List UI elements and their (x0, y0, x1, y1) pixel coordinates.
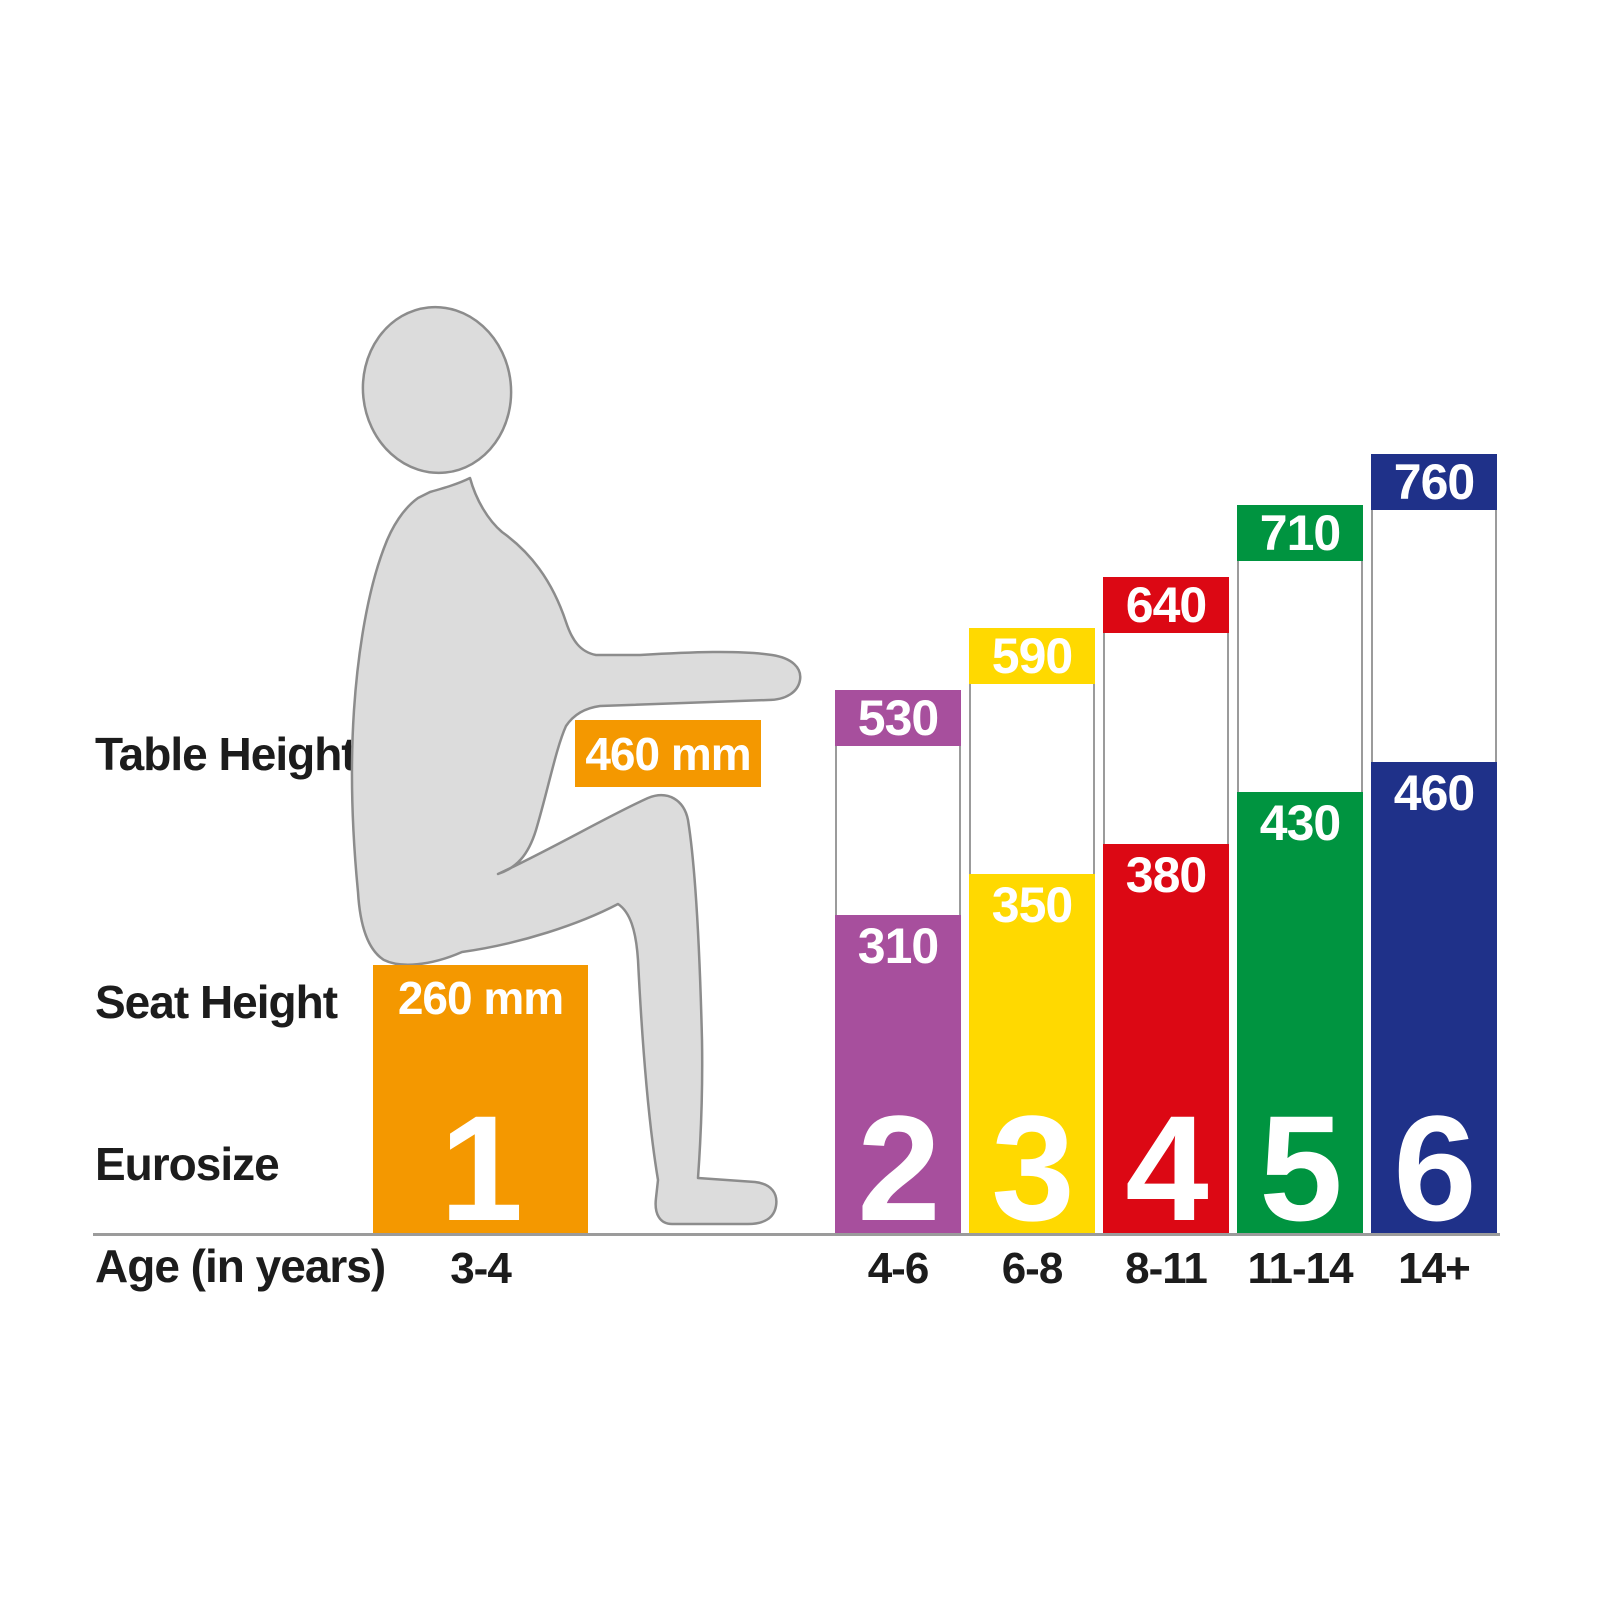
age-value: 14+ (1398, 1244, 1471, 1293)
eurosize-bar-2: 530 310 2 (835, 690, 961, 1252)
seat-height-value: 430 (1259, 795, 1341, 851)
age-value-size1: 3-4 (450, 1244, 512, 1293)
seat-height-block: 460 6 (1371, 762, 1497, 1252)
seat-height-block: 430 5 (1237, 792, 1363, 1252)
seat-height-value: 460 (1393, 765, 1475, 821)
table-height-value: 760 (1393, 454, 1475, 510)
eurosize-number: 5 (1259, 1084, 1342, 1252)
person-head (361, 305, 513, 475)
age-value: 8-11 (1125, 1244, 1208, 1293)
table-height-cap: 640 (1103, 577, 1229, 633)
eurosize-label: Eurosize (95, 1138, 280, 1190)
age-axis-label: Age (in years) (95, 1240, 386, 1292)
seat-height-value: 380 (1125, 847, 1207, 903)
seat-height-block: 310 2 (835, 915, 961, 1252)
eurosize-bar-6: 760 460 6 (1371, 454, 1497, 1252)
seat-height-block: 350 3 (969, 874, 1095, 1252)
eurosize-number: 4 (1125, 1084, 1208, 1252)
table-height-cap: 530 (835, 690, 961, 746)
size1-eurosize-number: 1 (439, 1084, 523, 1252)
baseline (93, 1233, 1500, 1236)
bar-gap-section (835, 746, 961, 915)
table-height-value: 640 (1125, 577, 1207, 633)
age-value: 4-6 (867, 1244, 930, 1293)
table-height-cap: 760 (1371, 454, 1497, 510)
table-height-value: 530 (857, 690, 939, 746)
person-body (350, 476, 802, 1226)
size1-seat-block: 260 mm 1 (373, 965, 588, 1252)
bar-gap-section (969, 684, 1095, 874)
bar-gap-section (1371, 510, 1497, 762)
eurosize-number: 6 (1393, 1084, 1476, 1252)
table-height-cap: 710 (1237, 505, 1363, 561)
seat-height-value: 310 (857, 918, 939, 974)
age-value: 11-14 (1247, 1244, 1353, 1293)
table-height-value: 710 (1259, 505, 1341, 561)
table-height-value: 590 (991, 628, 1073, 684)
eurosize-bar-4: 640 380 4 (1103, 577, 1229, 1252)
eurosize-number: 2 (857, 1084, 940, 1252)
size1-table-height-value: 460 mm (585, 727, 751, 780)
table-height-cap: 590 (969, 628, 1095, 684)
bar-gap-section (1103, 633, 1229, 844)
table-height-label: Table Height (95, 728, 357, 780)
seat-height-value: 350 (991, 877, 1073, 933)
eurosize-bar-5: 710 430 5 (1237, 505, 1363, 1252)
seat-height-label: Seat Height (95, 976, 338, 1028)
seat-height-block: 380 4 (1103, 844, 1229, 1252)
bar-gap-section (1237, 561, 1363, 792)
size1-seat-height-value: 260 mm (397, 972, 564, 1024)
age-value: 6-8 (1001, 1244, 1064, 1293)
size1-table-height-block: 460 mm (575, 720, 761, 787)
eurosize-bar-3: 590 350 3 (969, 628, 1095, 1252)
eurosize-number: 3 (991, 1084, 1074, 1252)
